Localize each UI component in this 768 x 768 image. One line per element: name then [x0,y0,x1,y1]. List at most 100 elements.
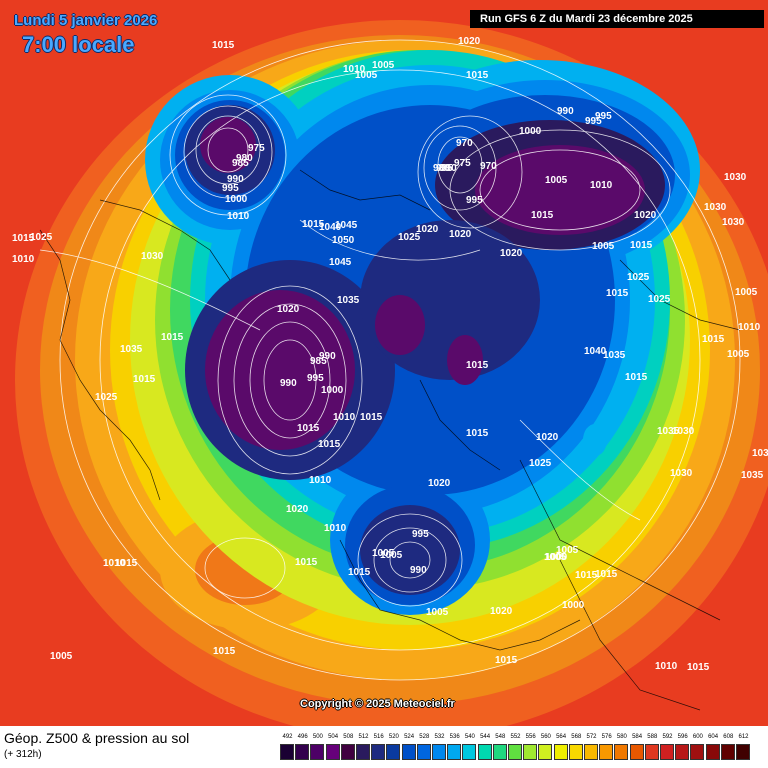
isobar-label: 1005 [426,607,449,618]
legend-swatch [736,744,750,760]
legend-label: 612 [738,734,749,740]
legend-label: 576 [601,734,612,740]
isobar-label: 980 [236,153,253,164]
isobar-label: 1015 [531,210,554,221]
isobar-label: 1040 [319,222,342,233]
isobar-label: 990 [319,351,336,362]
isobar-label: 1040 [584,346,607,357]
isobar-label: 1005 [380,550,403,561]
isobar-label: 1010 [12,254,35,265]
isobar-label: 1025 [30,232,53,243]
legend-swatch [644,744,659,760]
legend-swatch [523,744,538,760]
legend-swatch [629,744,644,760]
isobar-label: 995 [585,116,602,127]
copyright-text: Copyright © 2025 Meteociel.fr [300,698,455,710]
run-info: Run GFS 6 Z du Mardi 23 décembre 2025 [470,10,764,28]
isobar-label: 1015 [318,439,341,450]
legend-swatch [340,744,355,760]
legend-swatch [386,744,401,760]
isobar-label: 1015 [133,374,156,385]
isobar-label: 1020 [286,504,309,515]
isobar-label: 1020 [500,248,523,259]
isobar-label: 995 [307,373,324,384]
legend-label: 604 [708,734,719,740]
isobar-label: 1050 [332,235,355,246]
isobar-label: 1035 [337,295,360,306]
isobar-label: 1005 [50,651,73,662]
legend-label: 596 [677,734,688,740]
isobar-label: 1030 [722,217,745,228]
isobar-label: 1015 [12,233,35,244]
isobar-label: 1015 [687,662,710,673]
isobar-label: 1000 [321,385,344,396]
legend-swatch [705,744,720,760]
isobar-label: 1005 [544,552,567,563]
legend-label: 588 [647,734,658,740]
isobar-label: 1015 [466,70,489,81]
isobar-label: 1000 [519,126,542,137]
legend-label: 536 [449,734,460,740]
isobar-label: 1030 [141,251,164,262]
isobar-label: 1015 [625,372,648,383]
isobar-label: 1010 [343,64,366,75]
isobar-label: 970 [480,161,497,172]
isobar-label: 1015 [595,569,618,580]
legend-swatch [295,744,310,760]
isobar-label: 985 [232,158,249,169]
legend-label: 500 [312,734,323,740]
legend-swatch [568,744,583,760]
legend-swatch [508,744,522,760]
legend-label: 560 [540,734,551,740]
isobar-label: 1020 [634,210,657,221]
isobar-label: 990 [410,565,427,576]
color-legend: 492 496 500 504 508 512 516 520 524 528 532 536 540 5… [280,734,754,764]
legend-swatch [462,744,477,760]
isobar-label: 1015 [212,40,235,51]
isobar-label: 1010 [324,523,347,534]
legend-swatch [325,744,340,760]
isobar-label: 1005 [545,175,568,186]
isobar-label: 1045 [335,220,358,231]
legend-label: 552 [510,734,521,740]
isobar-label: 1015 [466,360,489,371]
isobar-label: 1005 [592,241,615,252]
isobar-label: 1020 [536,432,559,443]
isobar-label: 1010 [227,211,250,222]
isobar-label: 1010 [590,180,613,191]
isobar-label: 1030 [704,202,727,213]
isobar-label: 980 [433,163,450,174]
legend-swatch [401,744,416,760]
legend-swatch [538,744,553,760]
legend-label: 496 [297,734,308,740]
isobar-label: 1015 [360,412,383,423]
isobar-label: 1005 [372,60,395,71]
legend-label: 504 [328,734,339,740]
isobar-label: 1015 [302,219,325,230]
isobar-label: 1000 [545,552,568,563]
isobar-label: 1015 [161,332,184,343]
legend-label: 572 [586,734,597,740]
isobar-label: 975 [248,143,265,154]
isobar-label: 985 [310,356,327,367]
isobar-label: 1035 [603,350,626,361]
isobar-label: 1025 [529,458,552,469]
isobar-label: 1005 [355,70,378,81]
isobar-label: 970 [456,138,473,149]
legend-swatch [416,744,431,760]
isobar-label: 1010 [103,558,126,569]
isobar-label: 1015 [575,570,598,581]
legend-swatch [310,744,325,760]
isobar-label: 995 [222,183,239,194]
isobar-label: 990 [557,106,574,117]
legend-label: 508 [343,734,354,740]
forecast-range: (+ 312h) [4,749,42,760]
isobar-label: 1005 [727,349,750,360]
isobar-label: 995 [595,111,612,122]
isobar-label: 1015 [115,558,138,569]
isobar-label: 1015 [213,646,236,657]
isobar-label: 995 [466,195,483,206]
forecast-time: 7:00 locale [22,32,135,57]
isobar-label: 1010 [738,322,761,333]
